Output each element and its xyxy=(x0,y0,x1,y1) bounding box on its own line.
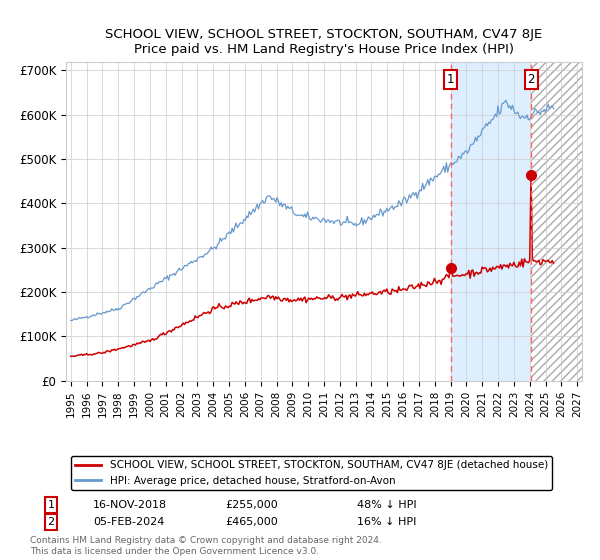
Text: 1: 1 xyxy=(47,500,55,510)
Bar xyxy=(451,62,532,381)
Text: 05-FEB-2024: 05-FEB-2024 xyxy=(93,517,164,527)
Title: SCHOOL VIEW, SCHOOL STREET, STOCKTON, SOUTHAM, CV47 8JE
Price paid vs. HM Land R: SCHOOL VIEW, SCHOOL STREET, STOCKTON, SO… xyxy=(106,28,542,56)
Text: 16-NOV-2018: 16-NOV-2018 xyxy=(93,500,167,510)
Legend: SCHOOL VIEW, SCHOOL STREET, STOCKTON, SOUTHAM, CV47 8JE (detached house), HPI: A: SCHOOL VIEW, SCHOOL STREET, STOCKTON, SO… xyxy=(71,456,552,490)
Bar xyxy=(532,62,582,381)
Text: £255,000: £255,000 xyxy=(225,500,278,510)
Text: 1: 1 xyxy=(447,73,454,86)
Text: Contains HM Land Registry data © Crown copyright and database right 2024.
This d: Contains HM Land Registry data © Crown c… xyxy=(30,536,382,556)
Text: 16% ↓ HPI: 16% ↓ HPI xyxy=(357,517,416,527)
Text: 2: 2 xyxy=(47,517,55,527)
Text: £465,000: £465,000 xyxy=(225,517,278,527)
Text: 2: 2 xyxy=(527,73,535,86)
Text: 48% ↓ HPI: 48% ↓ HPI xyxy=(357,500,416,510)
